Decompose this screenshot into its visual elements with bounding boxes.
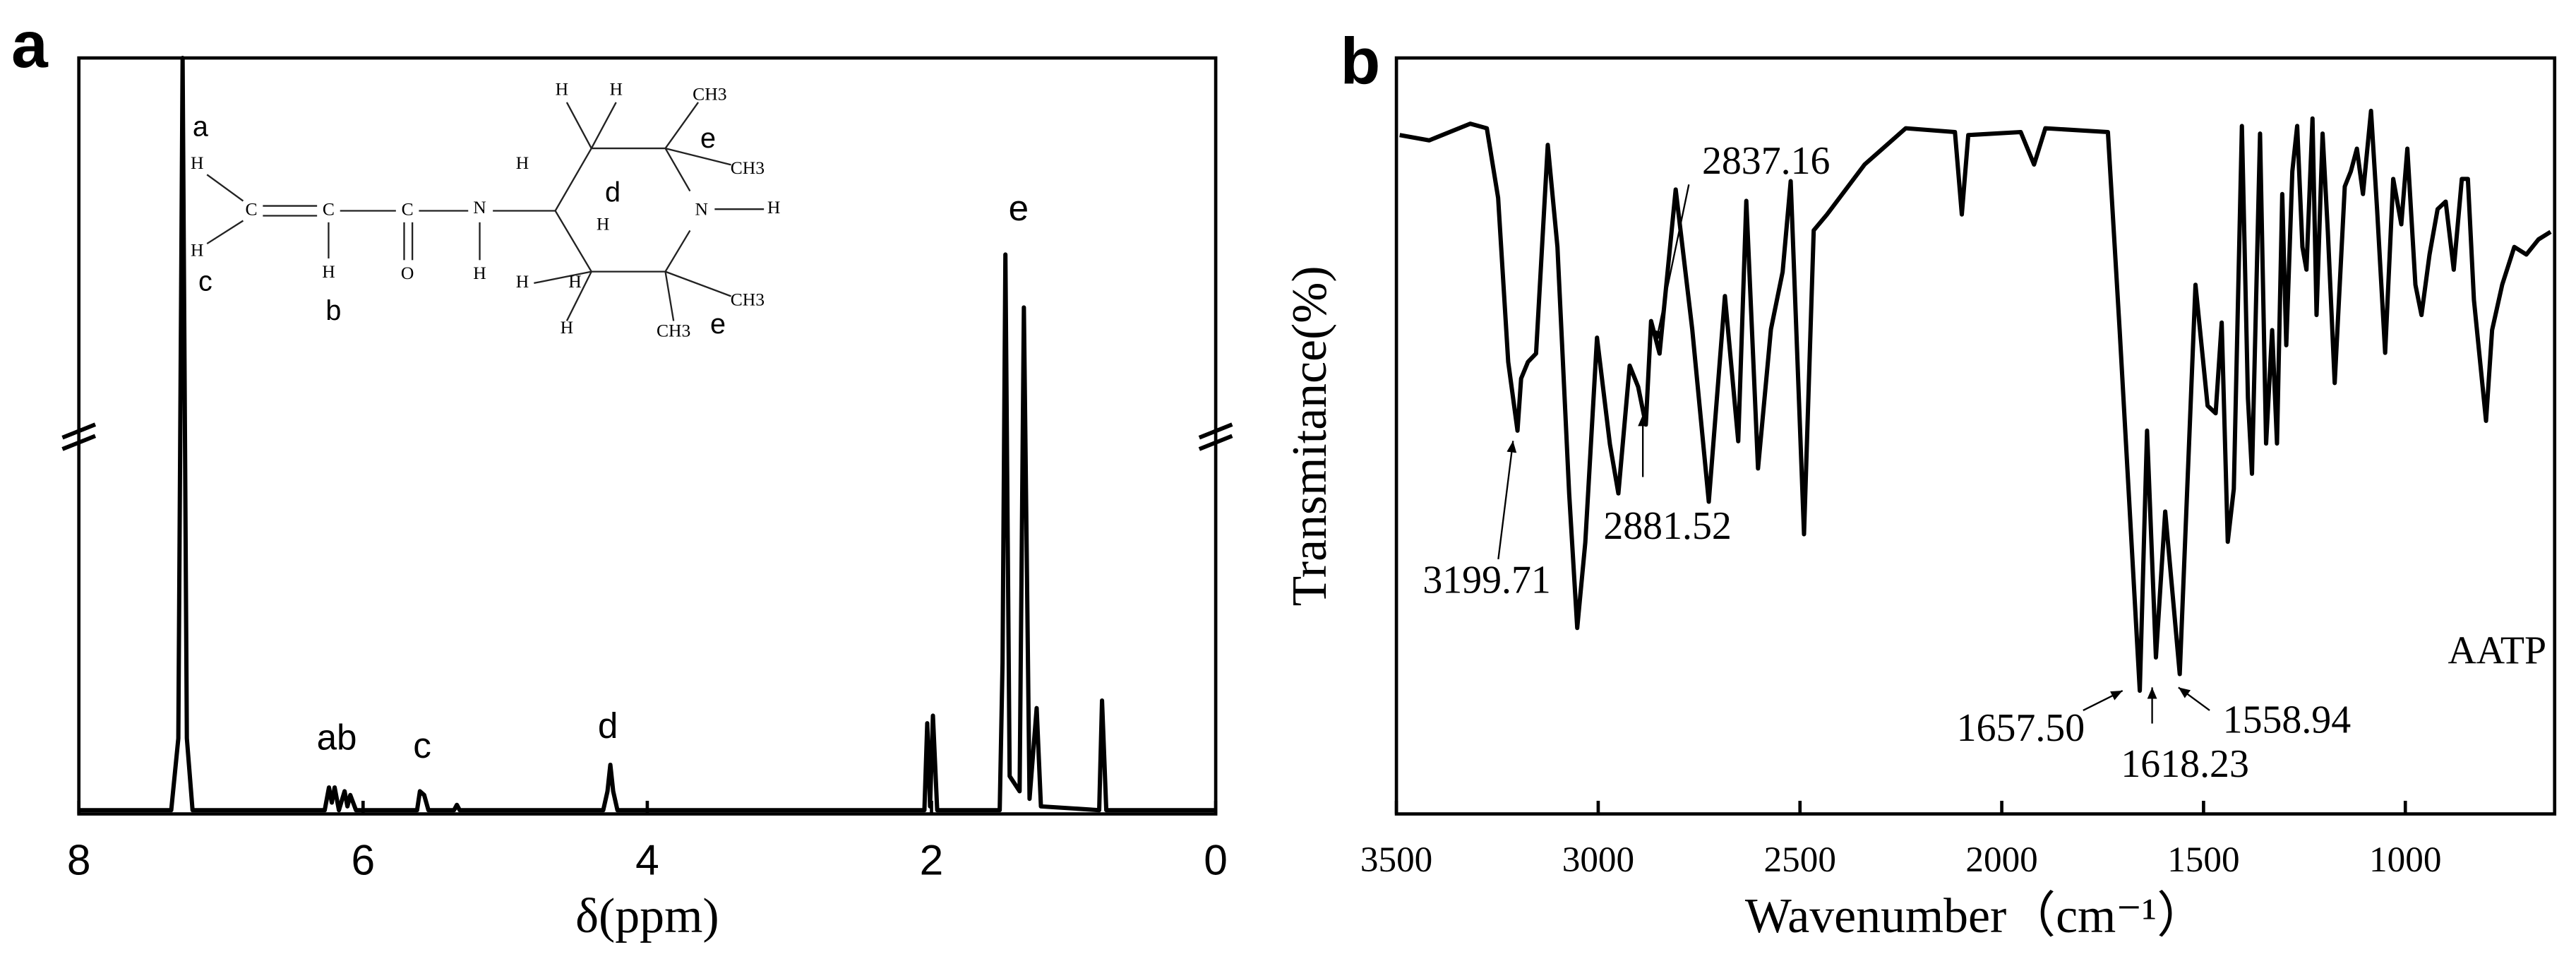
spectrum-line (78, 56, 1216, 813)
structure-label: a (193, 112, 208, 143)
panel-label: a (11, 8, 49, 81)
peak-label: 1657.50 (1957, 706, 2085, 750)
peak-label: 1618.23 (2121, 742, 2249, 786)
structure-label: CH3 (731, 289, 765, 309)
structure-label: H (597, 213, 609, 234)
structure-label: C (402, 198, 414, 219)
structure-label: N (473, 197, 486, 218)
structure-label: b (325, 295, 341, 326)
structure-label: C (246, 198, 258, 219)
structure-label: N (695, 198, 707, 219)
peak-label: c (413, 725, 431, 766)
peak-label: 3199.71 (1422, 559, 1550, 602)
structure-label: C (323, 198, 335, 219)
plot-frame (77, 56, 1218, 816)
x-tick-label: 3500 (1360, 840, 1432, 880)
peak-label: ab (317, 717, 357, 757)
panel-label: b (1340, 24, 1380, 97)
structure-label: H (516, 271, 529, 292)
structure-label: H (322, 261, 335, 282)
x-tick-label: 2000 (1965, 840, 2037, 880)
structure-label: CH3 (693, 83, 726, 104)
x-tick-label: 6 (351, 835, 375, 883)
structure-label: d (605, 177, 621, 208)
structure-label: H (191, 153, 203, 173)
structure-label: CH3 (731, 157, 765, 178)
peak-label: d (598, 705, 618, 746)
structure-label: CH3 (657, 321, 690, 341)
peak-label: 2881.52 (1603, 504, 1731, 548)
x-tick-label: 2 (920, 835, 944, 883)
plot-frame (1394, 56, 2557, 816)
structure-label: H (609, 78, 622, 99)
x-tick-label: 2500 (1764, 840, 1836, 880)
x-tick-label: 3000 (1562, 840, 1634, 880)
x-tick-label: 1000 (2369, 840, 2441, 880)
x-tick-label: 4 (635, 835, 659, 883)
peak-label: e (1009, 188, 1029, 228)
axis-breaks (61, 422, 1233, 451)
y-axis-title: Transmitance(%) (1283, 266, 1337, 606)
x-tick-label: 1500 (2167, 840, 2239, 880)
structure-label: e (710, 309, 726, 340)
structure-label: H (767, 197, 780, 218)
structure-label: e (700, 123, 716, 154)
structure-label: H (191, 240, 203, 261)
structure-label: H (556, 78, 568, 99)
structure-bonds (206, 102, 765, 321)
structure-label: H (561, 317, 573, 338)
peak-label: 1558.94 (2223, 698, 2352, 741)
x-axis-title: δ(ppm) (575, 889, 719, 943)
x-tick-label: 0 (1204, 835, 1228, 883)
structure-label: H (473, 263, 486, 283)
structure-label: H (568, 271, 581, 292)
peak-label: 2837.16 (1702, 139, 1831, 183)
structure-label: c (198, 266, 212, 297)
spectrum-line (1399, 108, 2552, 693)
structure-label: H (516, 153, 529, 173)
annotation-arrows (1497, 184, 2210, 724)
x-axis-title: Wavenumber（cm⁻¹） (1745, 889, 2206, 943)
legend-label: AATP (2448, 629, 2546, 673)
x-tick-label: 8 (67, 835, 91, 883)
structure-label: O (401, 263, 414, 283)
